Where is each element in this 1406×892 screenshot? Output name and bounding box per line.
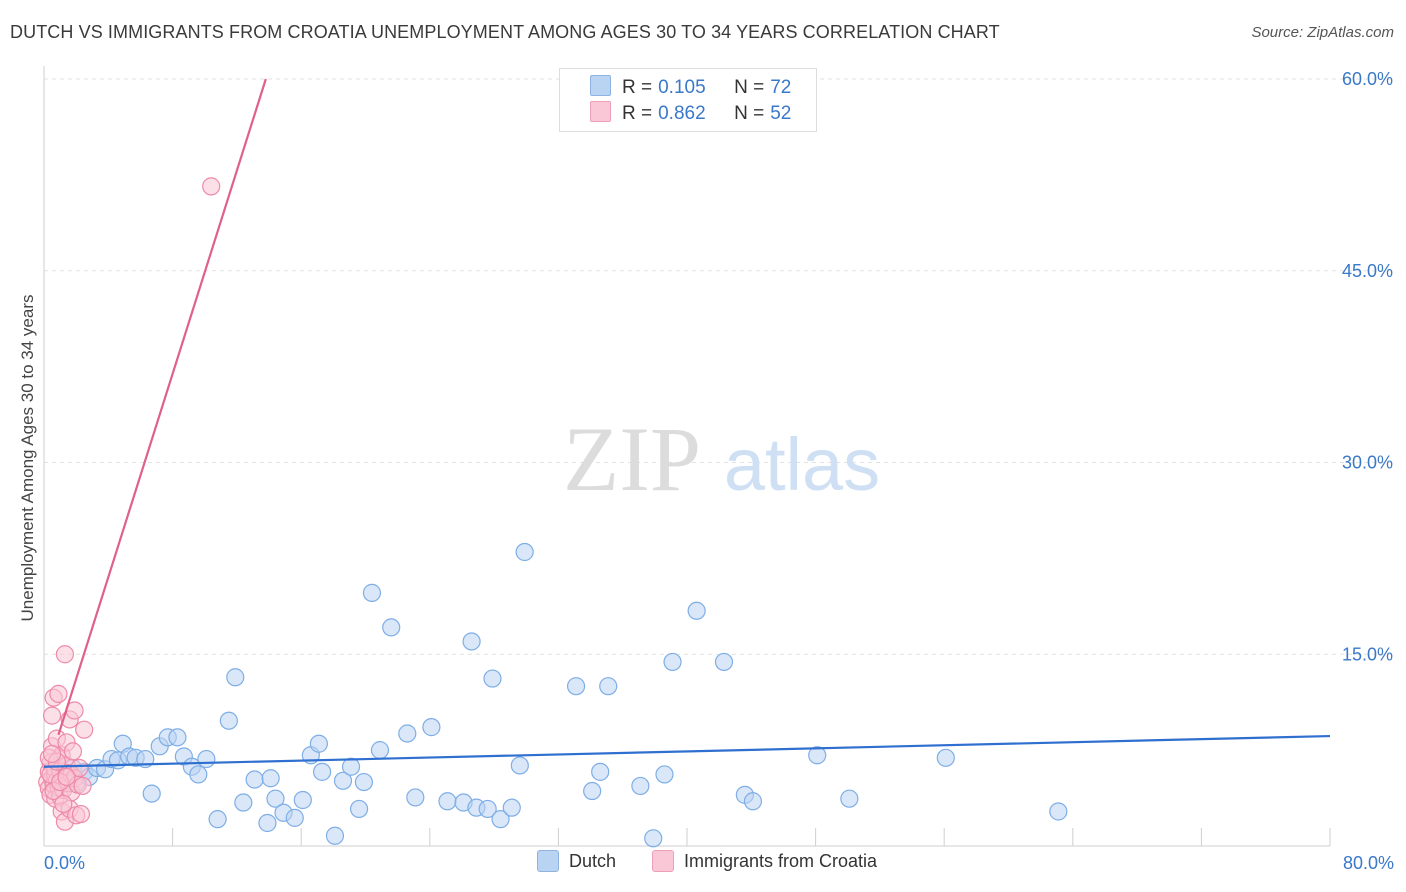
point-dutch: [168, 728, 187, 747]
point-dutch: [258, 813, 277, 833]
point-dutch: [293, 790, 312, 810]
point-croatia: [71, 804, 91, 824]
point-dutch: [936, 748, 955, 767]
point-dutch: [406, 788, 425, 807]
legend-r-value: 0.105: [658, 77, 706, 98]
y-tick-label: 30.0%: [1342, 453, 1393, 473]
point-dutch: [840, 789, 859, 808]
point-croatia: [49, 684, 68, 703]
point-dutch: [234, 793, 253, 812]
point-dutch: [309, 734, 328, 753]
point-dutch: [566, 677, 586, 696]
x-tick-label-min: 0.0%: [44, 853, 86, 873]
point-dutch: [349, 799, 369, 819]
watermark: ZIP atlas: [563, 408, 880, 510]
point-dutch: [333, 771, 353, 790]
point-dutch: [189, 765, 208, 784]
watermark-atlas: atlas: [724, 423, 880, 506]
point-croatia: [42, 706, 62, 725]
legend-r-label: R =: [622, 77, 653, 98]
legend-item-croatia[interactable]: Immigrants from Croatia: [652, 850, 877, 872]
point-dutch: [245, 770, 264, 789]
legend-n-value: 52: [770, 103, 792, 124]
point-croatia: [75, 720, 94, 739]
point-dutch: [1049, 802, 1068, 821]
point-dutch: [462, 632, 481, 651]
legend-swatch-croatia: [652, 850, 674, 872]
x-tick-label-max: 80.0%: [1342, 853, 1394, 873]
point-dutch: [208, 810, 227, 829]
point-dutch: [312, 762, 332, 781]
legend-n-label: N =: [734, 103, 765, 124]
legend-r-value: 0.862: [658, 103, 706, 124]
point-dutch: [285, 808, 304, 827]
legend-n-label: N =: [734, 77, 765, 98]
legend-label-dutch: Dutch: [569, 850, 617, 871]
point-dutch: [655, 765, 674, 784]
legend-swatch-dutch: [537, 850, 559, 872]
trend-lines: [43, 78, 1331, 768]
point-dutch: [631, 776, 650, 796]
point-dutch: [483, 669, 502, 688]
point-croatia: [63, 742, 83, 761]
point-croatia: [202, 177, 221, 196]
point-dutch: [226, 668, 245, 687]
point-dutch: [515, 542, 534, 562]
y-tick-label: 45.0%: [1342, 261, 1393, 281]
point-dutch: [438, 792, 457, 811]
point-croatia: [55, 645, 74, 664]
legend-swatch-croatia: [590, 101, 611, 122]
point-croatia: [54, 794, 73, 813]
point-dutch: [714, 652, 734, 672]
point-croatia: [57, 767, 76, 787]
point-dutch: [478, 799, 497, 819]
point-dutch: [261, 769, 280, 788]
point-dutch: [362, 583, 382, 602]
chart-title: DUTCH VS IMMIGRANTS FROM CROATIA UNEMPLO…: [10, 22, 1000, 42]
stats-legend: R = 0.105 N = 72 R = 0.862 N = 52: [559, 68, 817, 132]
legend-row-dutch: R = 0.105 N = 72: [588, 75, 792, 100]
trend-line-dutch: [43, 734, 1331, 768]
legend-swatch-dutch: [590, 75, 611, 96]
point-dutch: [266, 789, 285, 808]
y-tick-label: 15.0%: [1342, 644, 1393, 664]
point-dutch: [422, 718, 441, 737]
legend-item-dutch[interactable]: Dutch: [537, 850, 616, 872]
point-dutch: [743, 792, 763, 811]
point-dutch: [142, 784, 161, 803]
point-dutch: [370, 741, 390, 760]
legend-label-croatia: Immigrants from Croatia: [684, 850, 878, 871]
point-dutch: [341, 757, 361, 776]
point-dutch: [591, 762, 610, 781]
point-croatia: [70, 758, 89, 778]
point-dutch: [197, 749, 216, 769]
point-dutch: [502, 798, 521, 817]
point-dutch: [663, 652, 682, 672]
point-dutch: [491, 810, 510, 829]
point-dutch: [808, 746, 827, 765]
watermark-zip: ZIP: [563, 408, 701, 510]
point-dutch: [354, 772, 373, 792]
point-croatia: [73, 776, 92, 796]
point-croatia: [42, 744, 62, 764]
point-dutch: [599, 677, 618, 696]
trend-line-croatia: [57, 78, 267, 736]
legend-r-label: R =: [622, 103, 653, 124]
point-dutch: [219, 711, 238, 730]
point-dutch: [398, 724, 417, 743]
legend-n-value: 72: [770, 77, 792, 98]
data-points: [38, 177, 1068, 848]
legend-row-croatia: R = 0.862 N = 52: [588, 101, 792, 126]
source-label: Source: ZipAtlas.com: [1251, 24, 1394, 41]
point-dutch: [644, 829, 663, 848]
gridlines: [44, 78, 1392, 655]
point-dutch: [382, 618, 401, 637]
point-dutch: [687, 601, 706, 620]
point-dutch: [510, 756, 529, 775]
y-tick-labels: 15.0% 30.0% 45.0% 60.0%: [1342, 69, 1393, 664]
point-dutch: [583, 781, 602, 801]
y-tick-label: 60.0%: [1342, 69, 1393, 89]
point-dutch: [325, 826, 345, 845]
